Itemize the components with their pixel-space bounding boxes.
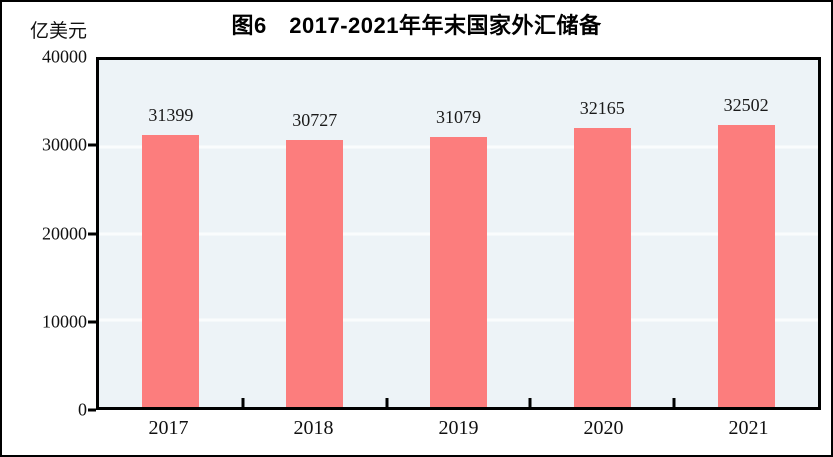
x-tick-mark [385, 398, 389, 407]
y-tick-label: 0 [78, 399, 87, 420]
x-axis-labels: 2017 2018 2019 2020 2021 [96, 417, 821, 440]
y-tick-label: 40000 [42, 46, 87, 67]
x-tick-label: 2018 [293, 417, 334, 439]
x-tick-label: 2020 [583, 417, 624, 439]
bar-value-label: 32165 [579, 97, 625, 118]
bar-value-label: 31079 [435, 107, 481, 128]
plot-area: 31399 30727 31079 32165 32502 [96, 57, 821, 410]
bar-value-label: 31399 [148, 104, 194, 125]
bar-group-2020: 32165 [530, 60, 674, 407]
bar-group-2017: 31399 [99, 60, 243, 407]
x-tick-mark [528, 398, 532, 407]
chart-title: 图6 2017-2021年年末国家外汇储备 [231, 13, 602, 38]
x-tick-mark [241, 398, 245, 407]
bar-group-2018: 30727 [243, 60, 387, 407]
x-tick-label: 2019 [438, 417, 479, 439]
y-tick-label: 20000 [42, 223, 87, 243]
bar [142, 134, 200, 407]
y-tick-mark [88, 320, 96, 324]
bar-group-2021: 32502 [674, 60, 818, 407]
y-tick-mark [88, 143, 96, 147]
bar-value-label: 30727 [292, 110, 338, 131]
x-tick-label: 2017 [148, 417, 189, 439]
bar [573, 127, 631, 407]
y-tick-label: 10000 [42, 311, 87, 332]
x-tick-label: 2021 [728, 417, 769, 439]
bar [717, 125, 775, 407]
bar [286, 140, 344, 407]
y-tick-mark [88, 408, 96, 412]
y-axis-unit-label: 亿美元 [30, 21, 88, 42]
x-tick-mark [672, 398, 676, 407]
y-axis: 40000 30000 20000 10000 0 [2, 47, 96, 420]
bar [429, 137, 487, 407]
y-tick-label: 30000 [42, 134, 87, 155]
bar-group-2019: 31079 [387, 60, 531, 407]
y-tick-mark [88, 232, 96, 235]
bar-value-label: 32502 [723, 95, 769, 116]
